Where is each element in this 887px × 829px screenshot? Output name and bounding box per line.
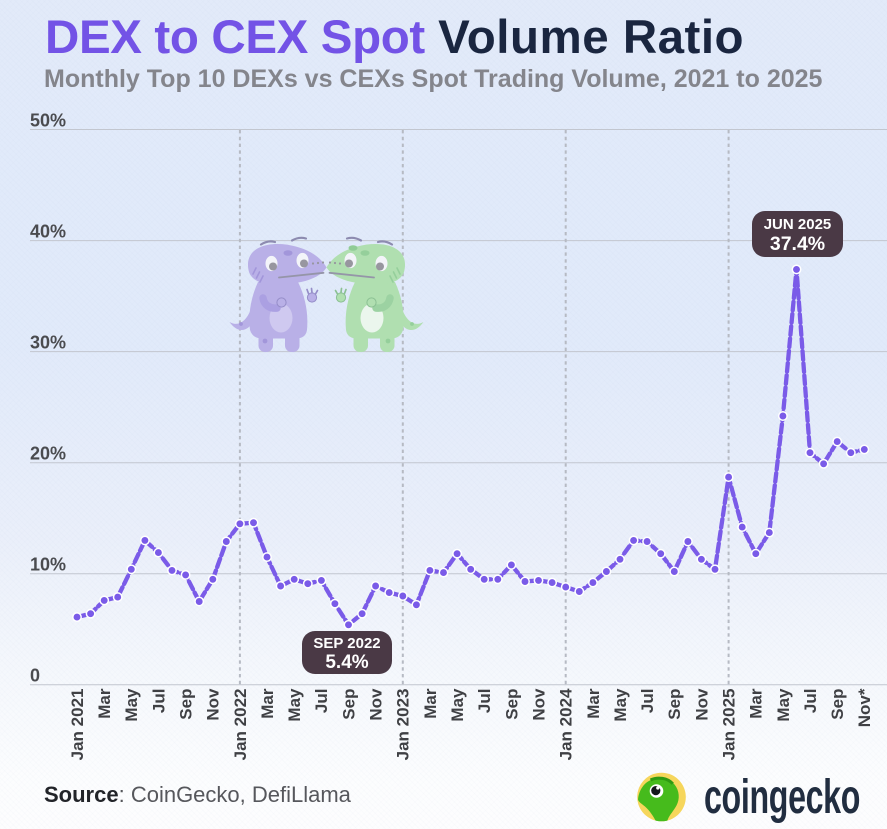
svg-text:SEP 2022: SEP 2022 — [313, 635, 380, 652]
svg-text:Mar: Mar — [747, 688, 766, 719]
svg-text:Sep: Sep — [502, 689, 521, 720]
svg-text:Nov: Nov — [204, 688, 223, 721]
svg-text:Mar: Mar — [258, 688, 277, 719]
svg-text:Mar: Mar — [584, 688, 603, 719]
svg-text:30%: 30% — [30, 332, 66, 352]
svg-text:May: May — [448, 688, 467, 722]
svg-text:5.4%: 5.4% — [325, 652, 368, 673]
svg-text:May: May — [122, 688, 141, 722]
svg-text:Jan 2021: Jan 2021 — [68, 689, 87, 761]
svg-text:Jan 2023: Jan 2023 — [394, 689, 413, 761]
svg-text:Sep: Sep — [339, 689, 358, 720]
svg-text:Mar: Mar — [95, 688, 114, 719]
svg-text:Nov: Nov — [529, 688, 548, 721]
svg-text:May: May — [774, 688, 793, 722]
svg-text:Jul: Jul — [149, 689, 168, 714]
svg-text:JUN 2025: JUN 2025 — [764, 216, 832, 233]
svg-text:Sep: Sep — [177, 689, 196, 720]
svg-text:0: 0 — [30, 666, 40, 686]
svg-text:Sep: Sep — [665, 689, 684, 720]
svg-text:50%: 50% — [30, 110, 66, 130]
svg-text:37.4%: 37.4% — [770, 233, 825, 255]
svg-text:Jan 2024: Jan 2024 — [557, 688, 576, 760]
svg-text:May: May — [285, 688, 304, 722]
svg-text:Nov: Nov — [692, 688, 711, 721]
svg-text:Nov*: Nov* — [855, 688, 874, 727]
svg-text:40%: 40% — [30, 221, 66, 241]
svg-text:Jul: Jul — [475, 689, 494, 714]
svg-text:Sep: Sep — [828, 689, 847, 720]
svg-text:Jul: Jul — [312, 689, 331, 714]
svg-text:Jan 2022: Jan 2022 — [231, 689, 250, 761]
svg-text:Jul: Jul — [801, 689, 820, 714]
svg-text:May: May — [611, 688, 630, 722]
svg-text:Jul: Jul — [638, 689, 657, 714]
svg-text:10%: 10% — [30, 555, 66, 575]
svg-text:Jan 2025: Jan 2025 — [720, 689, 739, 761]
svg-text:Mar: Mar — [421, 688, 440, 719]
svg-text:20%: 20% — [30, 444, 66, 464]
svg-text:Nov: Nov — [367, 688, 386, 721]
